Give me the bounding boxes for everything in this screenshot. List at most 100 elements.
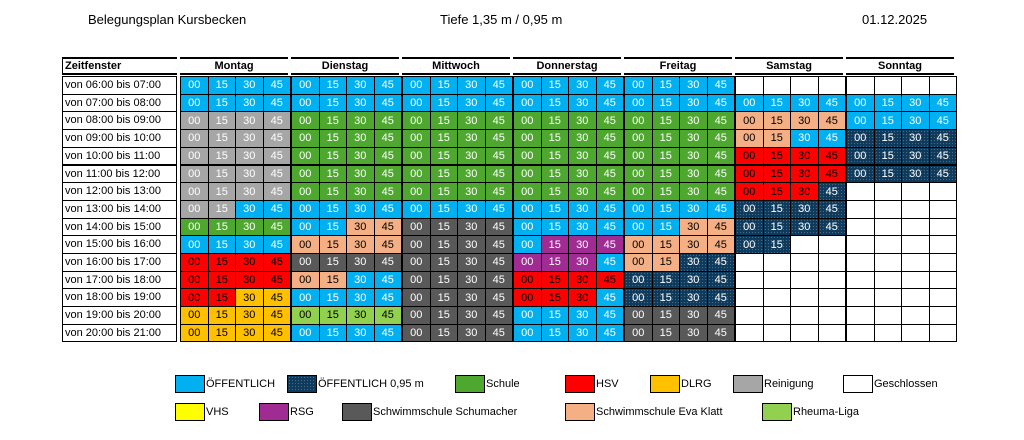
slot: 45 <box>595 129 624 148</box>
slot: 45 <box>595 146 624 166</box>
slot: 15 <box>318 93 347 113</box>
legend-swatch <box>565 403 595 421</box>
slot <box>928 182 957 201</box>
slot: 00 <box>624 323 653 343</box>
slot: 15 <box>207 323 236 343</box>
slot: 15 <box>540 288 569 308</box>
slot <box>846 253 875 272</box>
slot: 30 <box>235 146 264 166</box>
slot: 15 <box>318 323 347 343</box>
slot: 15 <box>318 253 347 272</box>
slot: 00 <box>513 217 542 237</box>
slot: 15 <box>762 129 791 148</box>
slot: 45 <box>484 288 513 308</box>
slot: 45 <box>262 129 291 148</box>
slot: 00 <box>180 199 209 219</box>
legend-label: ÖFFENTLICH <box>206 378 276 390</box>
slot: 15 <box>318 217 347 237</box>
slot: 30 <box>457 235 486 254</box>
slot: 45 <box>706 199 735 219</box>
legend-label: Rheuma-Liga <box>793 406 860 418</box>
slot: 45 <box>595 182 624 201</box>
slot: 15 <box>318 164 347 184</box>
slot: 00 <box>624 253 653 272</box>
slot: 45 <box>262 93 291 113</box>
slot: 45 <box>706 182 735 201</box>
slot: 45 <box>262 182 291 201</box>
time-label: von 17:00 bis 18:00 <box>62 270 177 290</box>
time-label: von 07:00 bis 08:00 <box>62 93 177 113</box>
slot: 30 <box>790 146 819 166</box>
day-header: Donnerstag <box>513 57 621 75</box>
slot: 00 <box>291 253 320 272</box>
slot: 00 <box>180 217 209 237</box>
slot: 30 <box>790 199 819 219</box>
slot: 30 <box>901 111 930 131</box>
slot: 45 <box>373 288 402 308</box>
day-header: Samstag <box>735 57 843 75</box>
slot: 45 <box>373 253 402 272</box>
slot <box>873 323 902 343</box>
slot: 00 <box>624 164 653 184</box>
slot: 15 <box>762 164 791 184</box>
slot: 45 <box>373 164 402 184</box>
slot: 15 <box>429 199 458 219</box>
slot: 15 <box>651 76 680 95</box>
slot: 30 <box>679 146 708 166</box>
slot: 00 <box>291 199 320 219</box>
slot: 15 <box>318 129 347 148</box>
slot <box>817 235 846 254</box>
time-label: von 13:00 bis 14:00 <box>62 199 177 219</box>
slot <box>846 199 875 219</box>
slot: 45 <box>595 235 624 254</box>
slot <box>817 306 846 325</box>
slot <box>735 323 764 343</box>
slot: 45 <box>373 93 402 113</box>
slot: 00 <box>624 270 653 290</box>
slot <box>846 76 875 95</box>
slot: 15 <box>540 146 569 166</box>
slot: 00 <box>624 146 653 166</box>
slot: 30 <box>568 270 597 290</box>
slot: 30 <box>679 199 708 219</box>
slot: 15 <box>651 306 680 325</box>
slot: 45 <box>484 93 513 113</box>
slot: 45 <box>373 146 402 166</box>
slot: 30 <box>346 182 375 201</box>
slot <box>762 306 791 325</box>
slot: 30 <box>679 164 708 184</box>
slot: 00 <box>402 306 431 325</box>
slot: 45 <box>484 76 513 95</box>
slot: 45 <box>373 270 402 290</box>
slot <box>817 76 846 95</box>
slot <box>873 76 902 95</box>
slot: 00 <box>402 129 431 148</box>
slot <box>928 199 957 219</box>
slot: 45 <box>484 217 513 237</box>
slot: 45 <box>706 323 735 343</box>
slot: 45 <box>817 93 846 113</box>
slot: 15 <box>651 323 680 343</box>
slot: 00 <box>180 323 209 343</box>
slot: 30 <box>679 76 708 95</box>
slot: 15 <box>207 217 236 237</box>
slot: 30 <box>235 288 264 308</box>
slot: 30 <box>235 129 264 148</box>
slot: 30 <box>457 129 486 148</box>
slot: 45 <box>484 306 513 325</box>
slot: 15 <box>429 217 458 237</box>
slot: 00 <box>513 253 542 272</box>
slot: 45 <box>484 182 513 201</box>
slot: 15 <box>762 182 791 201</box>
slot: 45 <box>262 146 291 166</box>
slot: 15 <box>207 235 236 254</box>
slot: 00 <box>624 306 653 325</box>
slot: 45 <box>706 288 735 308</box>
slot: 30 <box>568 306 597 325</box>
slot: 15 <box>540 111 569 131</box>
slot <box>873 217 902 237</box>
slot: 00 <box>291 306 320 325</box>
slot: 45 <box>595 270 624 290</box>
slot: 30 <box>457 164 486 184</box>
slot: 30 <box>457 306 486 325</box>
